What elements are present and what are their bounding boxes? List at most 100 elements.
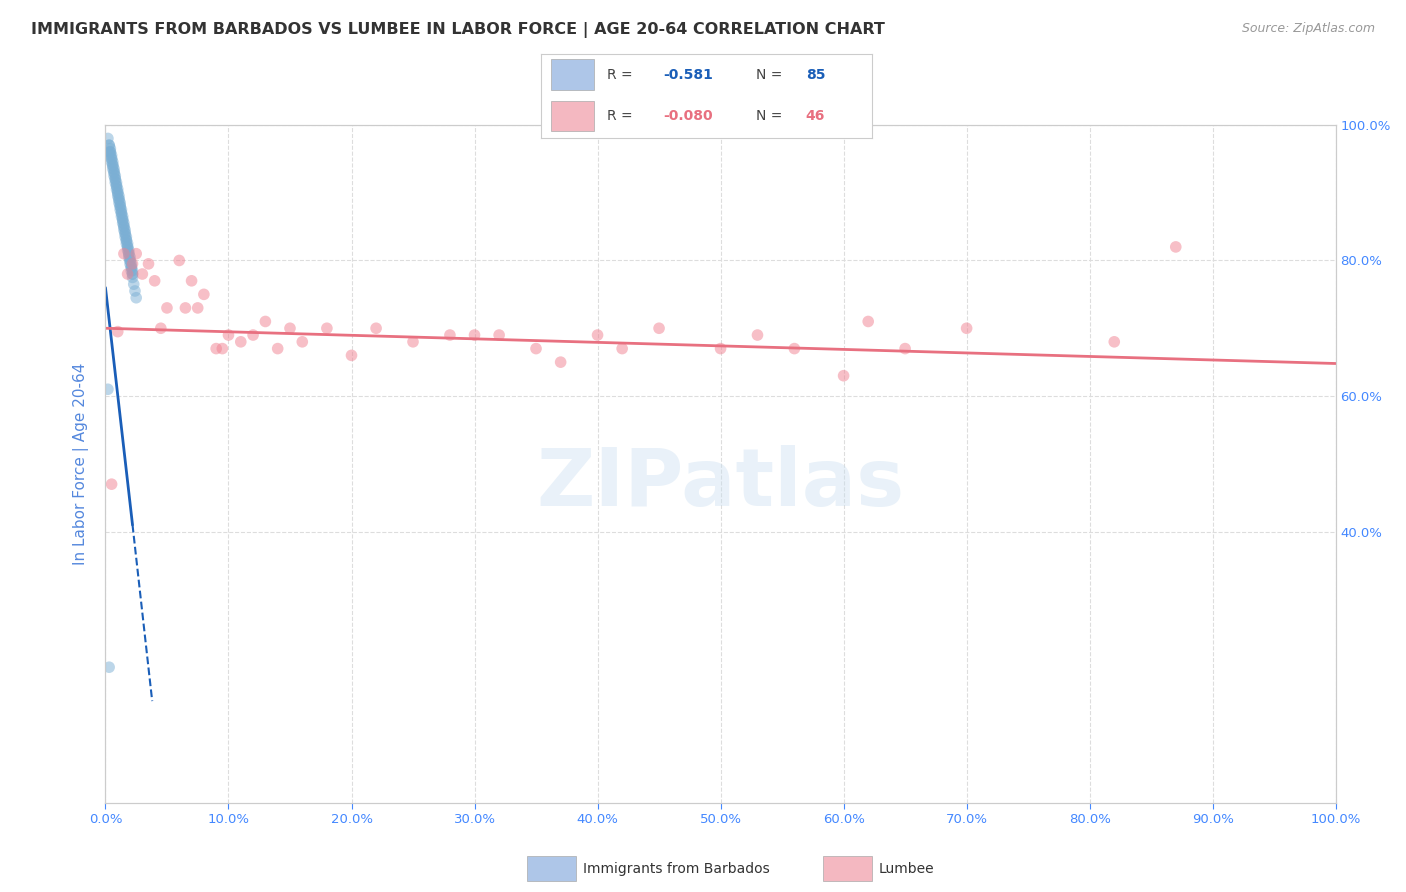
Point — [112, 246, 135, 260]
Text: Immigrants from Barbados: Immigrants from Barbados — [583, 862, 770, 876]
Point — [193, 287, 215, 301]
Point — [174, 301, 197, 315]
Point — [710, 342, 733, 356]
Point — [104, 169, 127, 183]
Point — [120, 253, 141, 268]
Point — [956, 321, 979, 335]
Point — [100, 155, 122, 169]
Point — [105, 178, 128, 193]
Text: -0.080: -0.080 — [664, 109, 713, 123]
Point — [107, 325, 129, 339]
Point — [114, 227, 136, 241]
Point — [114, 223, 136, 237]
Point — [103, 165, 125, 179]
Point — [858, 314, 880, 328]
Point — [111, 210, 134, 224]
Point — [205, 342, 228, 356]
Point — [550, 355, 572, 369]
Point — [117, 240, 139, 254]
Point — [180, 274, 202, 288]
Point — [101, 159, 124, 173]
Point — [211, 342, 233, 356]
Point — [138, 257, 160, 271]
Point — [107, 182, 129, 196]
Point — [894, 342, 917, 356]
Point — [108, 195, 131, 210]
Point — [832, 368, 855, 383]
Point — [112, 223, 135, 237]
Point — [115, 233, 138, 247]
Text: N =: N = — [756, 68, 787, 82]
Point — [104, 172, 127, 186]
Point — [98, 145, 121, 159]
Point — [1102, 334, 1125, 349]
Point — [122, 277, 145, 292]
Point — [1164, 240, 1187, 254]
Point — [114, 227, 136, 241]
Point — [110, 206, 132, 220]
Point — [120, 257, 142, 271]
Y-axis label: In Labor Force | Age 20-64: In Labor Force | Age 20-64 — [73, 363, 90, 565]
Point — [111, 212, 134, 227]
Point — [610, 342, 633, 356]
Point — [111, 212, 134, 227]
Point — [105, 182, 128, 196]
Point — [402, 334, 425, 349]
Point — [149, 321, 172, 335]
Point — [101, 155, 124, 169]
Point — [125, 291, 148, 305]
Point — [464, 328, 486, 343]
Point — [366, 321, 388, 335]
Point — [648, 321, 671, 335]
Point — [124, 284, 146, 298]
Point — [156, 301, 179, 315]
Point — [254, 314, 277, 328]
Point — [110, 195, 132, 210]
Point — [107, 186, 129, 200]
Point — [118, 246, 141, 260]
Point — [103, 169, 125, 183]
Point — [586, 328, 609, 343]
Point — [110, 202, 132, 217]
Bar — [551, 60, 595, 90]
Text: Source: ZipAtlas.com: Source: ZipAtlas.com — [1241, 22, 1375, 36]
Point — [104, 176, 127, 190]
Point — [110, 202, 132, 217]
Point — [120, 250, 141, 264]
Point — [107, 186, 129, 200]
Point — [100, 148, 122, 162]
Point — [488, 328, 510, 343]
Point — [108, 189, 131, 203]
Point — [783, 342, 806, 356]
Point — [98, 138, 121, 153]
Point — [98, 145, 122, 159]
Point — [97, 382, 120, 396]
Text: N =: N = — [756, 109, 787, 123]
Text: 85: 85 — [806, 68, 825, 82]
Point — [291, 334, 314, 349]
Point — [110, 206, 132, 220]
Point — [439, 328, 461, 343]
Point — [111, 216, 134, 230]
Point — [112, 219, 135, 234]
Text: R =: R = — [607, 68, 637, 82]
Point — [747, 328, 769, 343]
Point — [218, 328, 240, 343]
Text: ZIPatlas: ZIPatlas — [537, 445, 904, 524]
Point — [112, 219, 135, 234]
Point — [114, 229, 136, 244]
Point — [121, 270, 143, 285]
Point — [340, 348, 363, 362]
Point — [115, 229, 138, 244]
Point — [117, 240, 139, 254]
Point — [98, 142, 122, 156]
Point — [278, 321, 301, 335]
Point — [121, 263, 143, 277]
Point — [98, 148, 122, 162]
Bar — [551, 101, 595, 131]
Text: R =: R = — [607, 109, 637, 123]
Point — [118, 250, 141, 264]
Point — [125, 246, 148, 260]
Point — [107, 189, 129, 203]
Point — [120, 260, 142, 275]
